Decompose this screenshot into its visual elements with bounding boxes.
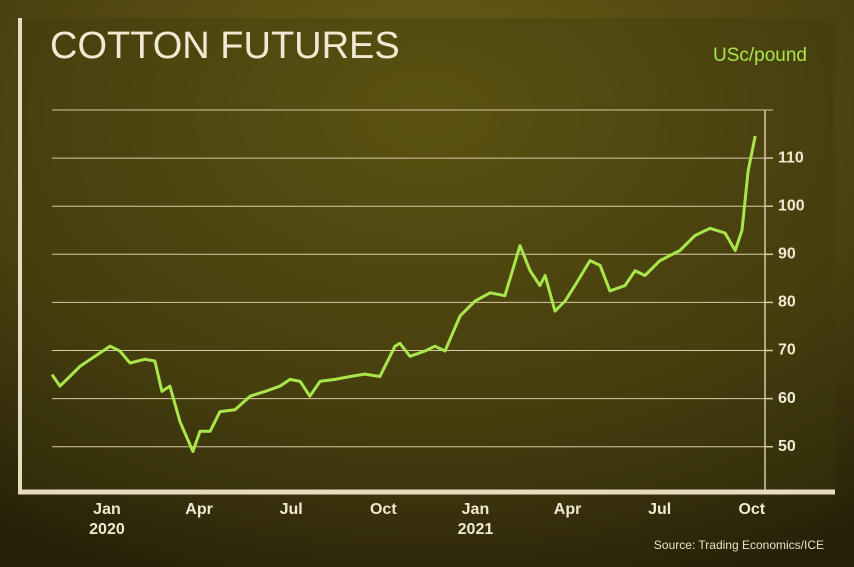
y-tick-label: 110 <box>778 149 804 166</box>
x-tick-label: Oct <box>738 501 765 518</box>
y-tick-label: 80 <box>778 294 796 311</box>
x-tick-label: Apr <box>185 501 213 518</box>
y-tick-label: 90 <box>778 246 796 263</box>
price-line <box>50 135 757 453</box>
chart-title: COTTON FUTURES <box>50 25 400 67</box>
x-tick-label: Apr <box>554 501 582 518</box>
x-tick-label: Jan <box>93 501 121 518</box>
x-tick-label: Jan <box>462 501 490 518</box>
x-tick-label: Jul <box>280 501 303 518</box>
y-tick-label: 100 <box>778 197 805 214</box>
source: Source: Trading Economics/ICE <box>654 538 824 552</box>
unit-label: USc/pound <box>713 45 807 66</box>
year-label: 2021 <box>458 521 494 538</box>
panel <box>18 18 835 492</box>
x-tick-label: Oct <box>370 501 397 518</box>
x-tick-label: Jul <box>648 501 671 518</box>
y-tick-label: 50 <box>778 438 796 455</box>
y-tick-label: 70 <box>778 342 796 359</box>
year-label: 2020 <box>89 521 125 538</box>
y-tick-label: 60 <box>778 390 796 407</box>
